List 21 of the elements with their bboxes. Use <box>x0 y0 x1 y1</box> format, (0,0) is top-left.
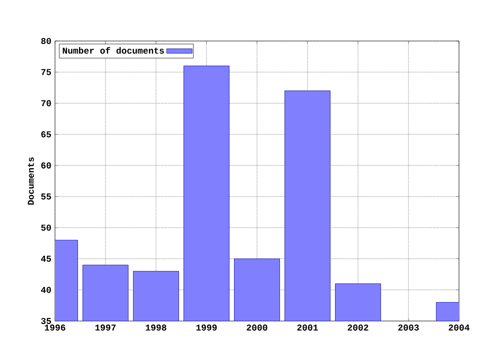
x-tick-label: 1998 <box>146 324 166 331</box>
y-tick-label: 55 <box>41 194 52 200</box>
x-tick-label: 2004 <box>448 324 470 331</box>
x-tick-label: 1997 <box>95 324 116 331</box>
legend-label: Number of documents <box>62 46 164 54</box>
y-tick-label: 70 <box>41 100 51 106</box>
y-tick-label: 60 <box>41 162 51 168</box>
x-tick-label: 2003 <box>398 324 419 331</box>
x-tick-label: 2000 <box>246 324 268 331</box>
y-tick-label: 40 <box>41 286 51 293</box>
x-tick-label: 1999 <box>196 324 217 331</box>
y-tick-label: 75 <box>41 69 52 76</box>
x-tick-label: 2001 <box>297 324 318 331</box>
y-tick-label: 50 <box>41 224 51 231</box>
y-tick-label: 80 <box>41 38 51 44</box>
y-tick-label: 45 <box>41 256 52 262</box>
x-tick-label: 2002 <box>348 324 368 331</box>
x-tick-label: 1996 <box>44 324 66 331</box>
y-tick-label: 35 <box>41 318 52 324</box>
y-axis-title: Documents <box>28 157 34 205</box>
y-tick-label: 65 <box>41 131 52 138</box>
